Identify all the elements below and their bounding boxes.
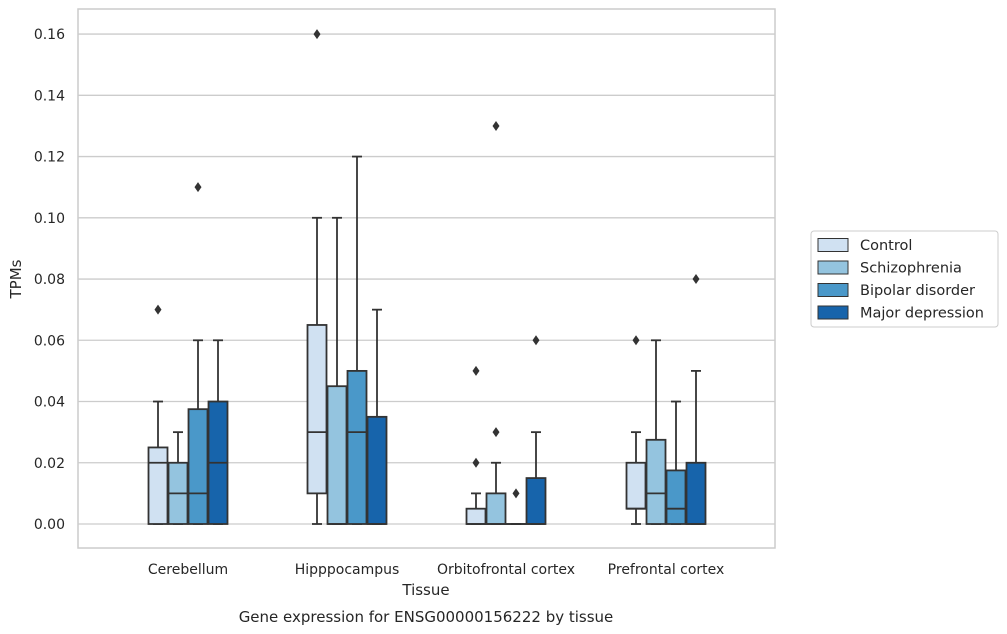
legend-label: Control <box>860 238 912 254</box>
legend-swatch <box>817 305 849 320</box>
legend: Control Schizophrenia Bipolar disorder Majo… <box>810 230 999 328</box>
legend-swatch <box>817 238 849 252</box>
box-plot <box>167 431 189 525</box>
legend-label: Major depression <box>860 306 984 322</box>
legend-swatch <box>817 260 849 275</box>
box-body <box>665 469 687 525</box>
outlier-point <box>154 304 162 315</box>
legend-label: Bipolar disorder <box>860 283 975 299</box>
grid-lines <box>78 33 775 525</box>
plot-area-frame <box>77 8 776 549</box>
outlier-point <box>492 120 500 131</box>
box-body <box>685 461 707 525</box>
x-tick-label: Hipppocampus <box>295 562 400 578</box>
box-plot <box>485 120 507 525</box>
x-tick-label: Prefrontal cortex <box>608 562 725 578</box>
box-plot <box>465 365 487 525</box>
box-body <box>187 408 209 525</box>
box-plot <box>207 339 229 525</box>
outlier-point <box>512 488 520 499</box>
legend-frame <box>810 230 999 328</box>
y-tick-label: 0.10 <box>34 211 65 227</box>
y-tick-label: 0.16 <box>34 27 65 43</box>
box-body <box>525 477 547 525</box>
box-plot <box>147 304 169 525</box>
legend-label: Schizophrenia <box>860 261 962 277</box>
box-plots <box>147 29 707 525</box>
box-body <box>625 461 647 510</box>
box-plot <box>366 308 388 525</box>
y-tick-label: 0.00 <box>34 517 65 533</box>
box-plot <box>346 155 368 525</box>
box-body <box>465 507 487 525</box>
legend-swatch <box>817 283 849 297</box>
box-plot <box>326 216 348 525</box>
box-plot <box>306 29 328 525</box>
y-tick-label: 0.12 <box>34 150 65 166</box>
y-tick-label: 0.04 <box>34 395 65 411</box>
y-tick-label: 0.02 <box>34 456 65 472</box>
outlier-point <box>532 335 540 346</box>
x-tick-label: Orbitofrontal cortex <box>437 562 575 578</box>
box-plot <box>665 400 687 525</box>
box-plot <box>187 182 209 525</box>
outlier-point <box>492 427 500 438</box>
box-body <box>306 324 328 495</box>
y-tick-label: 0.08 <box>34 272 65 288</box>
x-tick-labels: Cerebellum Hipppocampus Orbitofrontal cort… <box>148 562 724 578</box>
box-body <box>645 438 667 525</box>
box-body <box>485 492 507 525</box>
y-axis-label: TPMs <box>7 259 25 299</box>
outlier-point <box>313 29 321 40</box>
x-axis-label: Tissue <box>401 581 449 599</box>
outlier-point <box>632 335 640 346</box>
box-body <box>366 415 388 525</box>
outlier-point <box>194 182 202 193</box>
box-plot <box>525 335 547 525</box>
box-plot <box>645 339 667 525</box>
x-tick-label: Cerebellum <box>148 562 228 578</box>
box-plot <box>625 335 647 525</box>
y-tick-label: 0.14 <box>34 88 65 104</box>
box-body <box>346 369 368 525</box>
box-body <box>326 385 348 525</box>
box-body <box>147 446 169 525</box>
box-plot <box>685 274 707 525</box>
outlier-point <box>472 365 480 376</box>
outlier-point <box>692 274 700 285</box>
box-plot <box>505 488 527 525</box>
y-tick-labels: 0.00 0.02 0.04 0.06 0.08 0.10 0.12 0.14 0.16 <box>34 27 65 533</box>
y-tick-label: 0.06 <box>34 333 65 349</box>
outlier-point <box>472 457 480 468</box>
chart-caption: Gene expression for ENSG00000156222 by t… <box>239 608 614 626</box>
